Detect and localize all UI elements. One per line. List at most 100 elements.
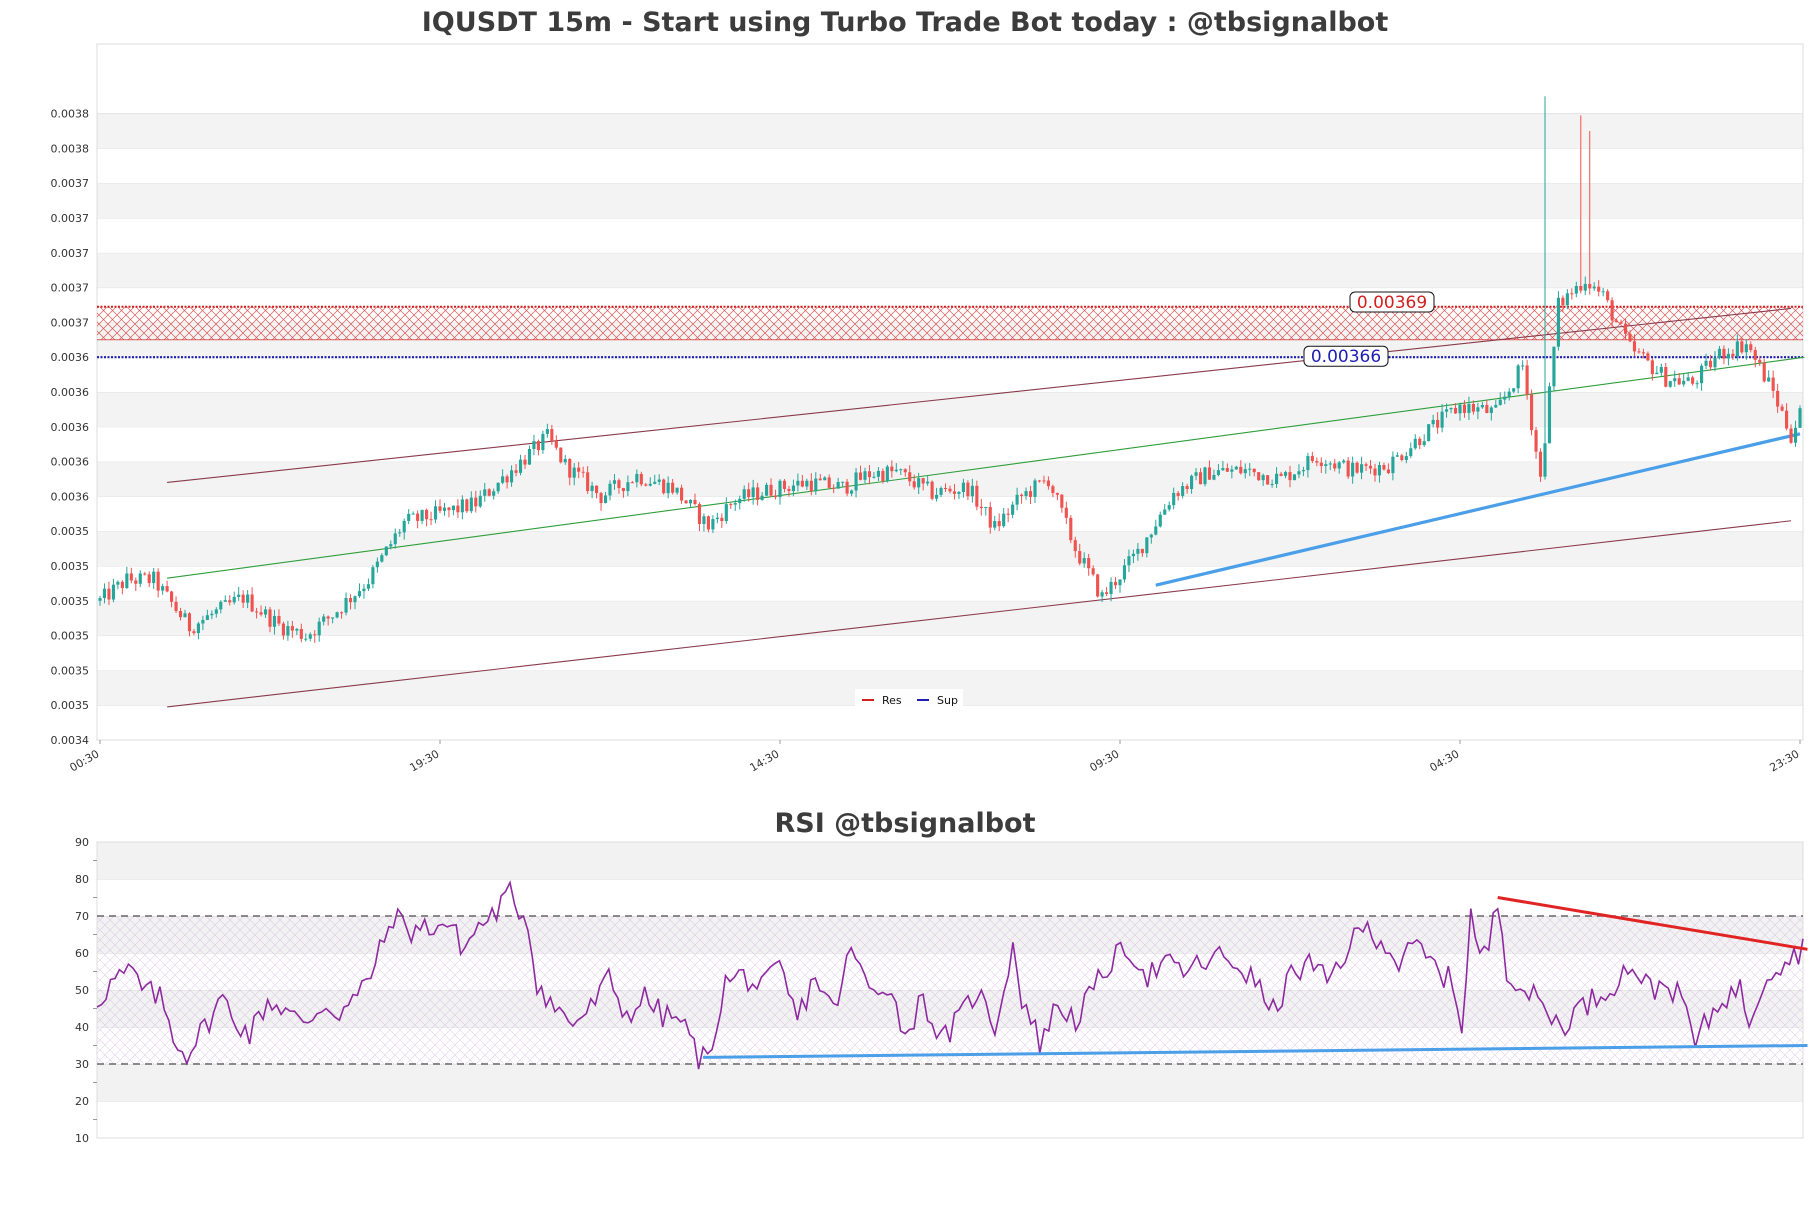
candle-body — [1275, 473, 1279, 485]
candle — [1216, 464, 1220, 477]
candle-body — [505, 476, 509, 483]
candle — [152, 568, 156, 589]
candle — [608, 480, 612, 501]
candle — [926, 475, 930, 486]
candle-body — [577, 467, 581, 472]
candle — [1561, 295, 1565, 312]
candle — [876, 467, 880, 482]
candle — [1355, 461, 1359, 474]
candle-body — [442, 507, 447, 511]
candle — [1713, 351, 1717, 372]
candle-body — [984, 506, 988, 509]
candle — [1096, 573, 1100, 598]
candle-body — [178, 611, 183, 618]
candle-body — [129, 573, 133, 581]
candle-body — [433, 506, 438, 520]
candle-body — [729, 504, 733, 506]
candle-body — [559, 447, 563, 463]
candle — [769, 478, 773, 497]
candle — [1221, 461, 1225, 472]
candle — [228, 595, 232, 606]
candle-body — [483, 489, 487, 496]
candle-body — [720, 517, 724, 522]
price-y-tick-label: 0.0035 — [51, 525, 90, 538]
candle — [1458, 402, 1462, 421]
candle — [1534, 426, 1538, 459]
candle — [1279, 471, 1283, 477]
candle — [1015, 487, 1019, 511]
candle — [894, 463, 898, 473]
candle-body — [1516, 365, 1520, 389]
candle-body — [438, 506, 442, 511]
price-grid-band — [97, 183, 1803, 218]
candle — [1275, 467, 1279, 488]
candle — [773, 489, 778, 500]
candlesticks — [98, 96, 1802, 643]
candle-body — [1547, 386, 1552, 444]
candle — [733, 499, 737, 511]
candle-body — [930, 481, 934, 499]
candle — [380, 553, 384, 563]
candle — [850, 489, 854, 497]
price-y-tick-label: 0.0037 — [51, 282, 90, 295]
candle-body — [228, 600, 232, 603]
candle-body — [1619, 322, 1623, 324]
candle — [1051, 484, 1055, 498]
candle-body — [1471, 403, 1475, 412]
candle — [1386, 463, 1390, 475]
candle — [393, 528, 397, 549]
candle — [1606, 289, 1610, 303]
candle — [948, 485, 952, 494]
candle — [1368, 459, 1373, 474]
candle-body — [671, 482, 675, 493]
candle — [263, 606, 268, 618]
candle-body — [841, 481, 845, 483]
candle-body — [1543, 443, 1547, 477]
candle — [496, 482, 500, 494]
candle-body — [1190, 475, 1194, 490]
candle — [993, 515, 997, 531]
candle-body — [170, 591, 174, 602]
candle-body — [393, 533, 397, 545]
candle — [1413, 434, 1417, 450]
candle — [304, 633, 308, 642]
candle-body — [1740, 341, 1744, 353]
candle — [1480, 401, 1484, 409]
candle — [612, 474, 617, 490]
candle-body — [1091, 568, 1095, 575]
candle-body — [1400, 455, 1404, 461]
candle — [1404, 451, 1408, 464]
candle-body — [1780, 406, 1784, 411]
candle-body — [894, 469, 898, 472]
candle — [1758, 356, 1762, 366]
candle — [545, 423, 549, 438]
candle-body — [1534, 430, 1538, 452]
candle — [1069, 515, 1073, 544]
candle-body — [832, 487, 836, 489]
candle — [1623, 318, 1628, 341]
candle — [237, 586, 241, 601]
candle — [214, 607, 218, 618]
candle-body — [1440, 411, 1444, 428]
candle-body — [1382, 465, 1386, 470]
candle — [1565, 289, 1569, 310]
candle — [1377, 461, 1382, 483]
candle-body — [134, 580, 138, 584]
candle-body — [1319, 462, 1323, 467]
candle — [1257, 472, 1261, 481]
candle — [952, 484, 957, 500]
candle-body — [1673, 378, 1677, 382]
candle — [1324, 459, 1328, 474]
candle — [935, 487, 939, 502]
price-y-tick-label: 0.0037 — [51, 316, 90, 329]
candle — [183, 609, 187, 618]
candle — [290, 620, 294, 638]
candle-body — [152, 571, 156, 584]
candle — [1194, 468, 1198, 481]
candle-body — [890, 466, 894, 472]
candle — [666, 476, 670, 499]
candle — [1440, 404, 1444, 433]
candle — [1686, 372, 1690, 382]
candle-body — [1538, 451, 1543, 477]
